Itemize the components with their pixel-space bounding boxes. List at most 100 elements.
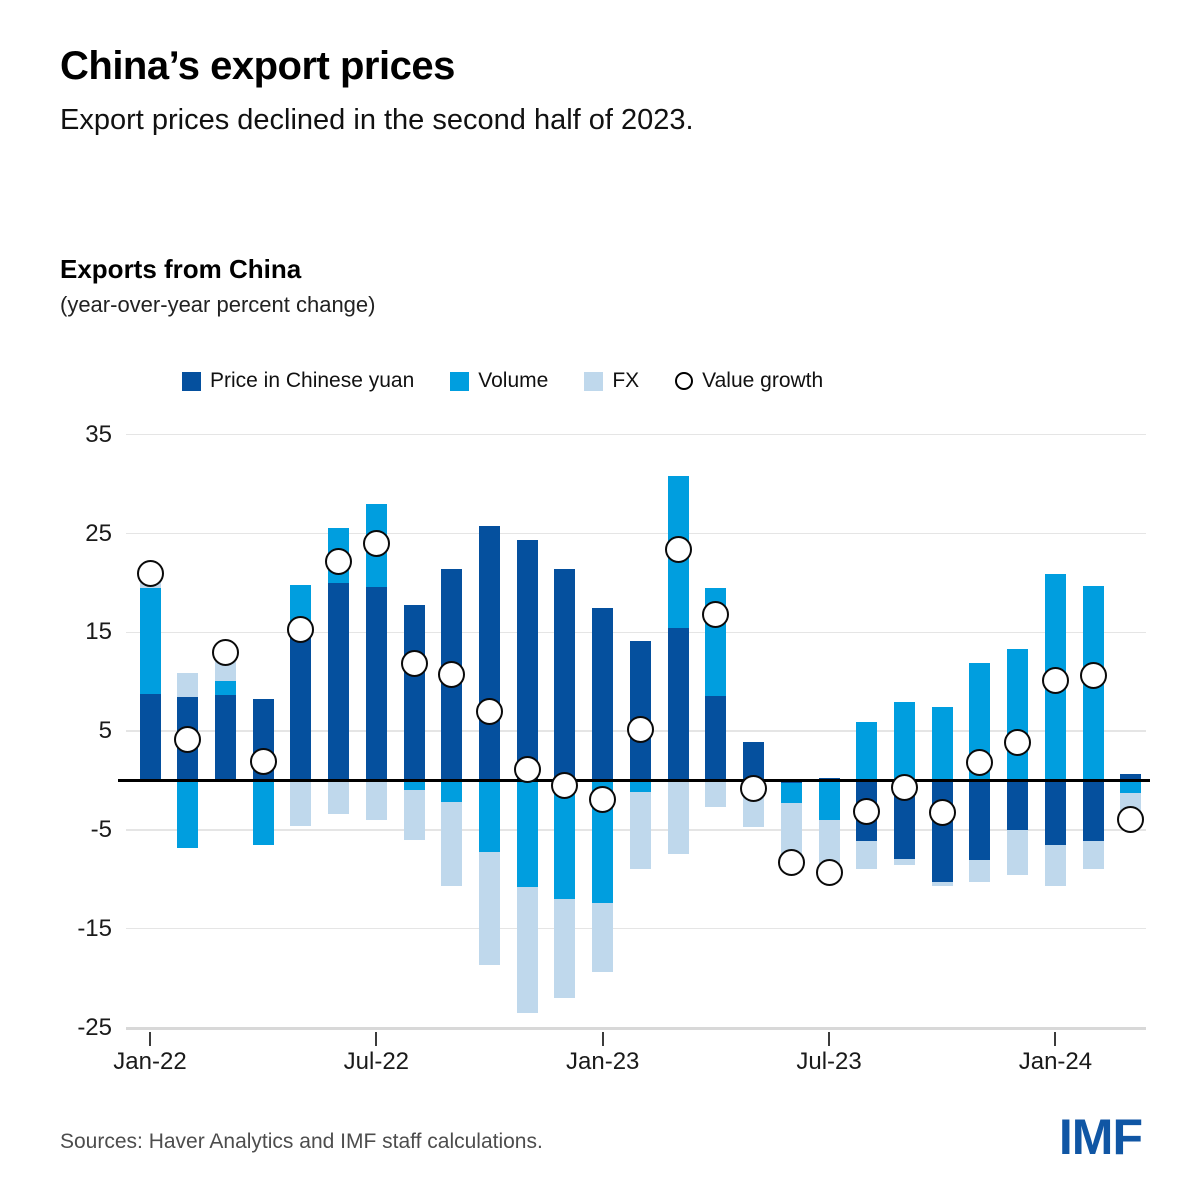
gridline-y35 xyxy=(126,433,1146,436)
bar-segment-Dec-23-price xyxy=(1007,780,1029,830)
y-axis-label: 5 xyxy=(98,717,112,745)
legend-label-fx: FX xyxy=(612,369,640,392)
value-growth-marker-Jan-24 xyxy=(1041,667,1069,695)
volume-swatch-icon xyxy=(450,371,470,391)
value-growth-marker-Jun-23 xyxy=(777,849,805,876)
x-axis-tick xyxy=(828,1032,831,1046)
x-axis-line xyxy=(126,1026,1146,1030)
value-growth-marker-Nov-23 xyxy=(966,749,994,777)
legend-item-value-growth: Value growth xyxy=(675,369,823,393)
bar-segment-May-22-fx xyxy=(290,780,312,826)
legend-item-price: Price in Chinese yuan xyxy=(182,369,414,393)
value-growth-marker-Jan-23 xyxy=(589,785,617,813)
bar-segment-Nov-23-price xyxy=(969,780,991,860)
bar-segment-Aug-23-volume xyxy=(856,722,878,781)
bar-segment-Jan-24-fx xyxy=(1044,844,1066,887)
x-axis-label: Jan-23 xyxy=(566,1048,640,1075)
value-growth-marker-Apr-23 xyxy=(702,601,730,629)
value-growth-marker-Dec-22 xyxy=(551,771,579,799)
bar-segment-Apr-22-volume xyxy=(252,780,274,845)
value-growth-marker-Jul-22 xyxy=(362,529,390,557)
bar-segment-Aug-22-fx xyxy=(403,790,425,840)
bar-segment-Feb-24-price xyxy=(1082,780,1104,841)
fx-swatch-icon xyxy=(584,371,604,391)
chart-unit-note: (year-over-year percent change) xyxy=(60,292,376,317)
value-growth-marker-Jul-23 xyxy=(815,858,843,886)
x-axis-tick xyxy=(1054,1032,1057,1046)
value-growth-marker-May-23 xyxy=(740,774,768,802)
bar-segment-Feb-22-volume xyxy=(177,780,199,848)
bar-segment-Mar-23-price xyxy=(667,628,689,781)
value-growth-marker-Feb-22 xyxy=(174,725,202,753)
bar-segment-Jan-23-price xyxy=(592,607,614,781)
bar-segment-Dec-22-price xyxy=(554,569,576,781)
gridline-y25 xyxy=(126,532,1146,535)
bar-segment-Nov-23-fx xyxy=(969,859,991,883)
gridline-y15 xyxy=(126,631,1146,634)
bar-segment-Mar-23-fx xyxy=(667,780,689,854)
bar-segment-Dec-23-fx xyxy=(1007,829,1029,876)
bar-segment-Aug-23-fx xyxy=(856,840,878,870)
x-axis-label: Jan-24 xyxy=(1018,1048,1093,1075)
value-growth-marker-Dec-23 xyxy=(1004,729,1032,757)
bar-segment-Sep-22-volume xyxy=(441,780,463,803)
y-axis-label: 15 xyxy=(85,618,112,646)
x-axis-label: Jan-22 xyxy=(113,1048,187,1075)
value-growth-marker-Apr-22 xyxy=(249,748,277,776)
bar-segment-Nov-22-volume xyxy=(516,780,538,888)
value-growth-marker-Oct-22 xyxy=(476,697,504,725)
legend-item-volume: Volume xyxy=(450,369,548,393)
value-growth-marker-Mar-24 xyxy=(1117,805,1145,833)
bar-segment-Jun-23-fx xyxy=(780,803,802,863)
bar-segment-Dec-22-volume xyxy=(554,780,576,900)
bar-segment-Sep-23-fx xyxy=(894,858,916,866)
bar-segment-Jan-22-price xyxy=(139,693,161,781)
value-growth-marker-Mar-22 xyxy=(211,638,239,666)
bar-segment-Jun-22-fx xyxy=(328,780,350,815)
y-axis-label: 25 xyxy=(85,519,112,547)
value-growth-marker-Aug-23 xyxy=(853,797,881,825)
bar-segment-Jul-23-volume xyxy=(818,780,840,821)
value-growth-marker-Mar-23 xyxy=(664,535,692,563)
chart-legend: Price in Chinese yuan Volume FX Value gr… xyxy=(182,369,823,393)
sources-note: Sources: Haver Analytics and IMF staff c… xyxy=(60,1130,543,1153)
bar-segment-Jun-23-price xyxy=(780,780,802,784)
value-growth-marker-Nov-22 xyxy=(513,756,541,784)
bar-segment-Jun-22-price xyxy=(328,582,350,781)
value-growth-circle-icon xyxy=(675,372,694,390)
bar-segment-Nov-22-price xyxy=(516,540,538,781)
bar-segment-Apr-23-fx xyxy=(705,780,727,808)
y-axis-label: -5 xyxy=(90,815,112,843)
value-growth-marker-Feb-23 xyxy=(626,715,654,743)
chart-heading: Exports from China xyxy=(60,254,302,284)
legend-label-value-growth: Value growth xyxy=(702,369,824,392)
x-axis-tick xyxy=(375,1032,378,1046)
y-axis-label: -25 xyxy=(77,1013,112,1041)
x-axis-label: Jul-23 xyxy=(796,1048,862,1075)
bar-segment-Sep-23-volume xyxy=(894,702,916,781)
gridline-y-15 xyxy=(126,927,1146,930)
bar-segment-Oct-23-volume xyxy=(931,707,953,781)
bar-segment-Nov-22-fx xyxy=(516,887,538,1013)
bar-segment-Feb-24-fx xyxy=(1082,840,1104,870)
bar-segment-Oct-22-fx xyxy=(479,851,501,966)
bar-segment-Oct-22-price xyxy=(479,525,501,781)
zero-axis-line xyxy=(118,779,1150,782)
y-axis-label: -15 xyxy=(77,914,112,942)
y-axis-label: 35 xyxy=(85,420,112,448)
bar-segment-Aug-22-price xyxy=(403,604,425,781)
bar-segment-Jul-22-price xyxy=(365,586,387,781)
value-growth-marker-Sep-22 xyxy=(438,661,466,689)
legend-label-volume: Volume xyxy=(478,369,549,392)
bar-segment-Feb-23-price xyxy=(629,641,651,781)
bar-segment-Feb-23-fx xyxy=(629,792,651,870)
x-axis-tick xyxy=(149,1032,151,1046)
page-subtitle: Export prices declined in the second hal… xyxy=(60,104,694,136)
value-growth-marker-Aug-22 xyxy=(400,650,428,678)
page-title: China’s export prices xyxy=(60,44,455,88)
bar-segment-Jan-24-price xyxy=(1044,780,1066,845)
bar-segment-Mar-24-price xyxy=(1120,773,1142,781)
value-growth-marker-May-22 xyxy=(287,615,315,643)
value-growth-marker-Sep-23 xyxy=(891,773,919,801)
